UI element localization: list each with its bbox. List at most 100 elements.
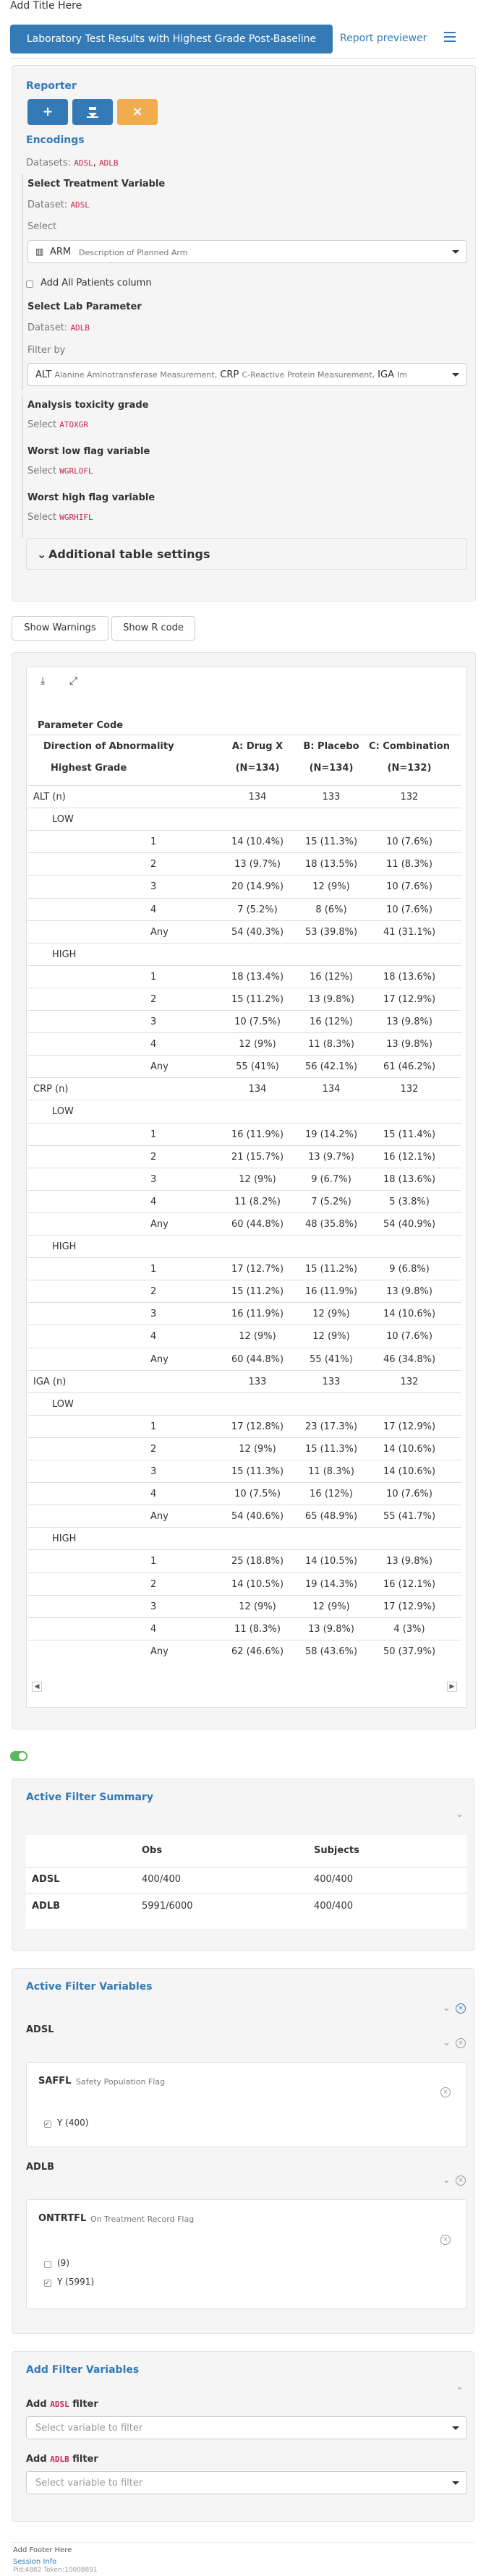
remove-all-icon[interactable]: ×: [456, 2003, 466, 2014]
chevron-down-icon[interactable]: ⌄: [443, 2003, 451, 2014]
table-row: 3 20 (14.9%) 12 (9%) 10 (7.6%): [27, 875, 461, 897]
add-adlb-filter-select[interactable]: Select variable to filter: [26, 2471, 467, 2494]
table-cell: 13 (9.8%): [386, 1556, 432, 1567]
table-row: 3 12 (9%) 12 (9%) 17 (12.9%): [27, 1594, 461, 1617]
lab-value-alt: ALT: [35, 369, 52, 380]
table-cell: 20 (14.9%): [231, 881, 284, 893]
summary-table: Obs Subjects ADSL 400/400 400/400 ADLB 5…: [26, 1835, 467, 1929]
remove-adsl-icon[interactable]: ×: [456, 2038, 466, 2048]
table-row: 1 14 (10.4%) 15 (11.3%) 10 (7.6%): [27, 830, 461, 852]
table-cell: 54 (40.9%): [383, 1218, 436, 1230]
table-cell: 12 (9%): [312, 1309, 350, 1320]
table-cell: 132: [400, 792, 419, 803]
tab-laboratory-results[interactable]: Laboratory Test Results with Highest Gra…: [10, 25, 333, 54]
ont-option-2: Y (5991): [57, 2277, 95, 2287]
additional-settings-accordion[interactable]: ⌄ Additional table settings: [26, 538, 467, 570]
scroll-right-icon[interactable]: ▶: [447, 1682, 457, 1692]
remove-ontrtfl-icon[interactable]: ×: [440, 2235, 451, 2245]
table-cell: 133: [322, 1376, 341, 1387]
remove-saffl-icon[interactable]: ×: [440, 2087, 451, 2097]
menu-icon[interactable]: [444, 32, 456, 42]
subjects-header: Subjects: [314, 1845, 359, 1856]
add-card-button[interactable]: +: [27, 99, 68, 125]
table-cell: 14 (10.4%): [231, 836, 284, 848]
ont-checkbox-1[interactable]: [44, 2261, 51, 2268]
table-row: Any 55 (41%) 56 (42.1%) 61 (46.2%): [27, 1055, 461, 1077]
table-row: HIGH: [27, 1235, 461, 1257]
table-row: 2 13 (9.7%) 18 (13.5%) 11 (8.3%): [27, 852, 461, 875]
param-code-header: Parameter Code: [38, 720, 124, 731]
summary-adsl: ADSL: [32, 1874, 60, 1885]
add-ds-adlb: ADLB: [50, 2455, 69, 2464]
table-cell: 12 (9%): [239, 1173, 276, 1185]
table-cell: IGA (n): [33, 1376, 67, 1387]
high-flag-value[interactable]: WGRHIFL: [59, 513, 93, 522]
tab-report-previewer[interactable]: Report previewer: [340, 33, 427, 44]
table-cell: 13 (9.8%): [308, 993, 354, 1005]
table-cell: 1: [150, 1129, 157, 1140]
all-patients-checkbox[interactable]: [26, 281, 33, 288]
table-cell: 134: [322, 1084, 341, 1095]
lab-param-select[interactable]: ALT Alanine Aminotransferase Measurement…: [27, 363, 467, 386]
remove-adlb-icon[interactable]: ×: [456, 2175, 466, 2186]
table-row: 4 7 (5.2%) 8 (6%) 10 (7.6%): [27, 897, 461, 920]
encodings-label: Encodings: [26, 134, 85, 146]
table-cell: 4: [150, 1331, 157, 1343]
encoding-panel: [12, 65, 476, 602]
download-button[interactable]: [72, 99, 113, 125]
table-cell: 10 (7.5%): [234, 1017, 281, 1027]
expand-icon[interactable]: ⤢: [69, 675, 78, 687]
token-text: Pid:4882 Token:10008891: [13, 2567, 98, 2574]
table-cell: LOW: [52, 1106, 74, 1118]
filter-panel-toggle[interactable]: [10, 1751, 27, 1761]
table-cell: 2: [150, 1151, 157, 1163]
session-info-link[interactable]: Session Info: [13, 2558, 57, 2566]
table-cell: 15 (11.2%): [231, 993, 284, 1005]
tox-value[interactable]: ATOXGR: [59, 420, 88, 429]
lab-value-iga: IGA: [378, 369, 394, 380]
table-cell: 12 (9%): [312, 881, 350, 893]
table-cell: 10 (7.6%): [386, 904, 432, 915]
reset-button[interactable]: ×: [117, 99, 158, 125]
show-r-code-button[interactable]: Show R code: [111, 616, 195, 641]
download-table-icon[interactable]: ⤓: [40, 675, 46, 687]
table-cell: 11 (8.3%): [234, 1623, 281, 1635]
table-cell: 4: [150, 1196, 157, 1207]
chevron-down-icon[interactable]: ⌄: [456, 2382, 464, 2392]
table-row: Any 62 (46.6%) 58 (43.6%) 50 (37.9%): [27, 1639, 461, 1662]
table-cell: 133: [322, 792, 341, 803]
ont-checkbox-2[interactable]: ✓: [44, 2280, 51, 2287]
show-warnings-button[interactable]: Show Warnings: [12, 616, 108, 641]
table-row: 1 18 (13.4%) 16 (12%) 18 (13.6%): [27, 964, 461, 988]
treatment-desc: Description of Planned Arm: [79, 248, 188, 257]
table-cell: 4: [150, 1623, 157, 1635]
ontrtfl-card: ONTRTFL On Treatment Record Flag × (9) ✓…: [26, 2199, 467, 2309]
table-row: Any 60 (44.8%) 55 (41%) 46 (34.8%): [27, 1347, 461, 1370]
table-cell: 18 (13.6%): [383, 971, 436, 983]
chevron-down-icon[interactable]: ⌄: [456, 1809, 464, 1820]
table-cell: 4 (3%): [393, 1623, 425, 1635]
table-cell: 3: [150, 1017, 157, 1027]
treatment-select[interactable]: ▥ ARM Description of Planned Arm: [27, 240, 467, 263]
chevron-down-icon[interactable]: ⌄: [443, 2175, 451, 2186]
table-cell: 17 (12.9%): [383, 1421, 436, 1432]
table-cell: 58 (43.6%): [304, 1646, 358, 1657]
scroll-left-icon[interactable]: ◀: [32, 1682, 42, 1692]
summary-adlb-obs: 5991/6000: [142, 1901, 193, 1912]
table-cell: 10 (7.6%): [386, 881, 432, 893]
table-cell: 8 (6%): [315, 904, 347, 915]
chevron-down-icon[interactable]: ⌄: [443, 2037, 451, 2048]
saffl-checkbox[interactable]: ✓: [44, 2121, 51, 2128]
dataset-label-2: Dataset:: [27, 322, 68, 333]
low-flag-value[interactable]: WGRLOFL: [59, 466, 93, 476]
table-cell: 46 (34.8%): [383, 1353, 436, 1365]
grade-header: Highest Grade: [51, 763, 127, 774]
filter-label-1: filter: [72, 2399, 98, 2410]
lab-value-crp: CRP: [220, 369, 239, 380]
table-cell: 61 (46.2%): [383, 1061, 436, 1073]
table-row: 1 16 (11.9%) 19 (14.2%) 15 (11.4%): [27, 1122, 461, 1145]
summary-adlb: ADLB: [32, 1901, 61, 1912]
table-cell: 4: [150, 1489, 157, 1500]
table-cell: 5 (3.8%): [389, 1196, 430, 1207]
add-adsl-filter-select[interactable]: Select variable to filter: [26, 2416, 467, 2439]
